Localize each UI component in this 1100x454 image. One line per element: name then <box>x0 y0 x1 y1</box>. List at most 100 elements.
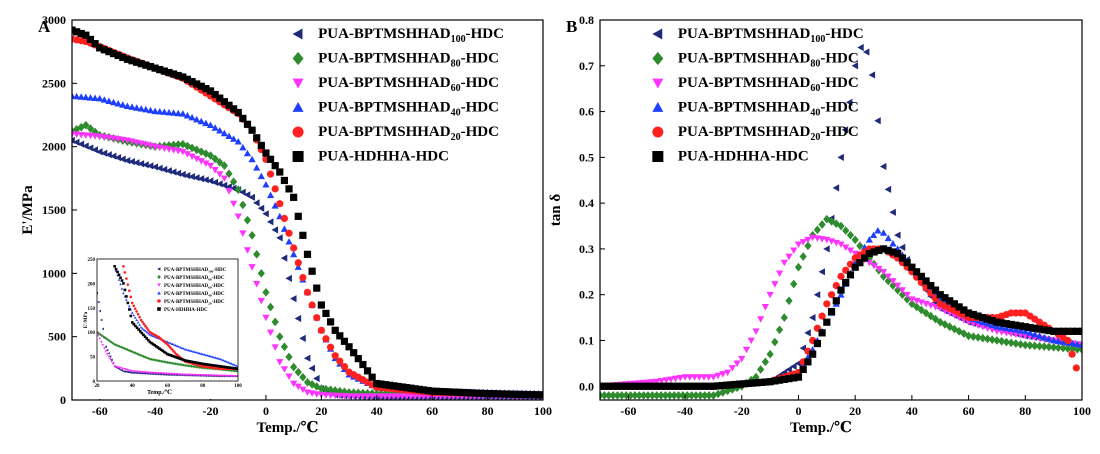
inset-data-point <box>227 366 230 369</box>
inset-data-point <box>134 324 137 328</box>
data-point <box>676 374 684 382</box>
data-point <box>766 349 774 359</box>
data-point <box>818 220 826 229</box>
data-point <box>253 134 261 142</box>
inset-data-point <box>164 360 168 364</box>
data-point <box>1016 326 1025 334</box>
legend-marker <box>292 51 304 66</box>
data-point <box>137 60 145 68</box>
inset-chart: 0 50 100 150 200 250 20 40 60 80 100 Temp./℃ E'/MPa P… <box>83 257 242 399</box>
inset-y-tick-label: 250 <box>88 258 96 263</box>
inset-data-point <box>185 348 189 351</box>
legend-suffix: -HDC <box>820 124 858 140</box>
data-point <box>780 259 788 267</box>
inset-data-point <box>214 364 217 367</box>
inset-data-point <box>185 359 189 363</box>
inset-data-point <box>228 366 232 369</box>
inset-data-point <box>135 326 139 330</box>
data-point <box>964 309 973 317</box>
data-point <box>266 191 275 199</box>
data-point <box>137 105 145 112</box>
data-point <box>373 379 381 388</box>
data-point <box>109 98 118 106</box>
data-point <box>785 375 793 383</box>
inset-data-point <box>134 351 137 355</box>
inset-data-point <box>142 322 146 326</box>
data-point <box>128 158 135 166</box>
legend-label: PUA-BPTMSHHAD100-HDC <box>318 26 504 45</box>
legend-label: PUA-BPTMSHHAD60-HDC <box>318 75 499 94</box>
data-point <box>146 162 154 170</box>
data-point <box>96 148 103 156</box>
y-tick-label: 2500 <box>42 76 66 90</box>
data-point <box>799 239 807 246</box>
data-point <box>723 369 732 377</box>
inset-data-point <box>162 350 166 354</box>
inset-data-point <box>167 353 171 357</box>
data-point <box>785 365 792 374</box>
data-point <box>280 342 289 352</box>
data-point <box>841 126 849 134</box>
legend-name: PUA-HDHHA-HDC <box>318 149 449 165</box>
data-point <box>683 382 691 390</box>
data-point <box>100 46 108 54</box>
inset-data-point <box>211 363 214 367</box>
data-point <box>313 374 320 383</box>
inset-data-point <box>222 359 225 362</box>
data-point <box>884 276 892 286</box>
data-point <box>898 254 907 262</box>
inset-data-point <box>187 359 190 363</box>
data-point <box>160 67 168 75</box>
inset-data-point <box>159 348 163 352</box>
legend-name: PUA-HDHHA-HDC <box>678 149 809 165</box>
data-point <box>114 51 122 60</box>
data-point <box>998 336 1006 346</box>
data-point <box>193 80 201 88</box>
inset-data-point <box>137 371 140 375</box>
x-tick-label: 80 <box>482 404 494 418</box>
data-point <box>879 268 888 276</box>
legend-item: PUA-BPTMSHHAD100-HDC <box>292 26 504 45</box>
inset-data-point <box>137 352 140 356</box>
inset-data-point <box>138 315 141 319</box>
x-tick-label: -20 <box>734 404 750 418</box>
inset-data-point <box>120 369 124 372</box>
inset-data-point <box>141 327 144 330</box>
inset-data-point <box>215 356 219 360</box>
data-point <box>403 384 411 392</box>
inset-data-point <box>185 364 189 368</box>
data-point <box>294 367 302 377</box>
inset-data-point <box>180 346 184 349</box>
data-point <box>1040 342 1048 351</box>
inset-data-point <box>113 265 116 268</box>
x-tick-label: 40 <box>906 404 918 418</box>
inset-data-point <box>156 346 160 349</box>
inset-data-point <box>196 351 200 354</box>
inset-y-tick-label: 100 <box>88 331 96 336</box>
inset-legend-marker <box>157 307 161 311</box>
data-point <box>846 230 855 240</box>
series-4 <box>600 245 1080 390</box>
data-point <box>790 374 798 382</box>
data-point <box>884 185 892 193</box>
inset-data-point <box>233 369 237 373</box>
data-point <box>114 154 122 162</box>
data-point <box>790 362 797 371</box>
inset-legend-subscript: 100 <box>208 270 214 274</box>
data-point <box>462 389 470 397</box>
inset-data-point <box>195 361 198 364</box>
data-point <box>1073 327 1081 335</box>
inset-data-point <box>177 345 181 348</box>
inset-data-point <box>117 278 121 281</box>
inset-data-point <box>107 352 110 355</box>
legend-item: PUA-BPTMSHHAD100-HDC <box>652 26 864 45</box>
data-point <box>960 329 968 338</box>
inset-data-point <box>212 364 216 367</box>
data-point <box>780 313 788 322</box>
data-point <box>740 380 748 388</box>
data-point <box>350 393 358 400</box>
inset-data-point <box>139 326 143 329</box>
y-tick-label: 0.0 <box>579 379 594 393</box>
panel-label: B <box>566 17 577 36</box>
data-point <box>857 43 864 52</box>
